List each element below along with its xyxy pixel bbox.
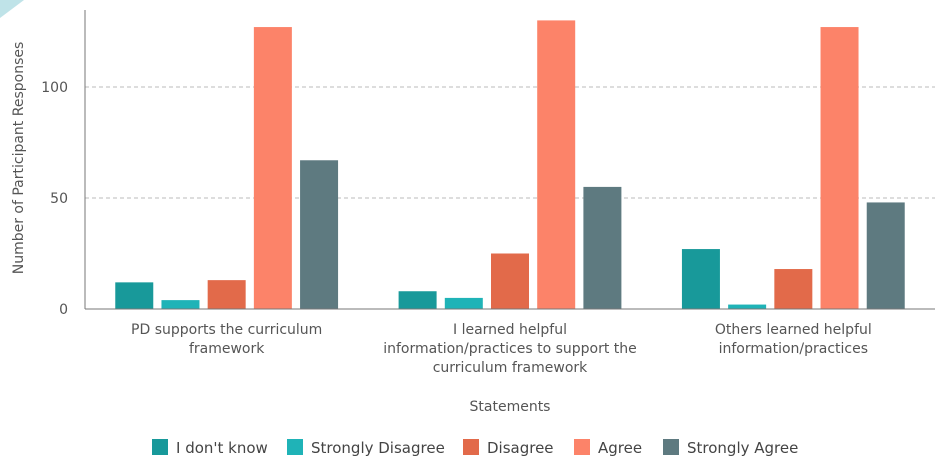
- legend-label: I don't know: [176, 439, 268, 457]
- legend: I don't know Strongly Disagree Disagree Agr…: [152, 439, 798, 457]
- bar: [161, 300, 200, 309]
- legend-swatch: [152, 439, 168, 455]
- corner-decoration: [0, 0, 24, 18]
- legend-label: Agree: [598, 439, 642, 457]
- bar: [583, 186, 622, 309]
- legend-swatch: [287, 439, 303, 455]
- legend-swatch: [574, 439, 590, 455]
- bar: [774, 269, 813, 309]
- y-tick-label: 50: [50, 191, 68, 207]
- x-tick-label: Others learned helpful information/practi…: [715, 322, 872, 357]
- bar: [491, 253, 529, 309]
- legend-swatch: [463, 439, 479, 455]
- bar: [115, 282, 154, 309]
- bars: [115, 20, 905, 310]
- bar: [207, 280, 246, 309]
- x-tick-label: I learned helpful information/practices t…: [383, 322, 637, 376]
- bar: [866, 202, 905, 309]
- bar: [728, 304, 767, 309]
- legend-label: Strongly Agree: [687, 439, 798, 457]
- gridlines: [85, 86, 935, 199]
- bar: [253, 27, 292, 310]
- y-tick-label: 0: [59, 302, 68, 318]
- legend-label: Strongly Disagree: [311, 439, 445, 457]
- bar: [300, 160, 339, 309]
- x-tick-label: PD supports the curriculum framework: [131, 322, 322, 357]
- bar: [444, 297, 483, 309]
- axis-labels: 0 50 100 PD supports the curriculum framewor…: [41, 80, 872, 376]
- bar: [537, 20, 576, 310]
- legend-label: Disagree: [487, 439, 554, 457]
- x-axis-title: Statements: [470, 399, 551, 415]
- bar: [681, 249, 720, 309]
- axes: [84, 10, 935, 310]
- y-tick-label: 100: [41, 80, 68, 96]
- y-axis-title: Number of Participant Responses: [11, 42, 27, 275]
- bar: [820, 27, 859, 310]
- legend-swatch: [663, 439, 679, 455]
- bar: [398, 291, 437, 309]
